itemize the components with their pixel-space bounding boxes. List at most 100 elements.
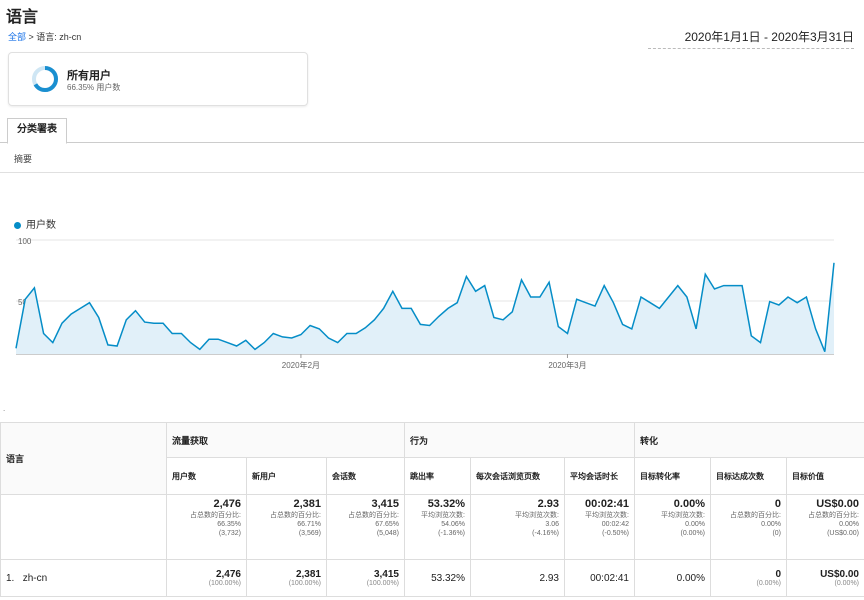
totals-note: (0): [772, 530, 781, 537]
line-chart: 100 50 2020年2月 2020年3月: [15, 237, 835, 370]
totals-cell: 2,476 占总数的百分比: 66.35% (3,732): [166, 494, 247, 560]
row-value: US$0.00: [820, 569, 859, 580]
totals-note: (3,732): [218, 530, 241, 537]
segment-name: 所有用户: [67, 70, 111, 82]
totals-note: (3,569): [298, 530, 321, 537]
tab-bar: 分类署表: [0, 118, 864, 144]
totals-note: 占总数的百分比:: [270, 512, 321, 519]
row-value: 2.93: [539, 572, 559, 584]
row-value: 53.32%: [431, 572, 465, 584]
totals-note: 66.35%: [217, 521, 241, 528]
y-tick-label-mid: 50: [18, 298, 27, 307]
totals-value: 2.93: [537, 498, 559, 510]
totals-value: 2,381: [293, 498, 321, 510]
chart-legend[interactable]: 用户数: [14, 216, 56, 231]
totals-note: 平均浏览次数:: [661, 512, 705, 519]
totals-note: (-0.50%): [602, 530, 629, 537]
x-tick-label: 2020年2月: [282, 360, 320, 370]
totals-note: 占总数的百分比:: [190, 512, 241, 519]
row-percent: (0.00%): [834, 580, 859, 587]
data-table: 语言 流量获取 行为 转化 用户数 新用户 会话数 跳出率 每次会话浏览页数 平…: [0, 422, 864, 597]
row-label-cell: 1. zh-cn: [0, 559, 167, 597]
totals-value: 0.00%: [673, 498, 705, 510]
row-cell: 0 (0.00%): [710, 559, 787, 597]
row-cell: 0.00%: [634, 559, 711, 597]
series-area: [16, 262, 834, 354]
totals-note: 00:02:42: [601, 521, 629, 528]
chart-footnote-dot: .: [3, 404, 6, 413]
row-percent: (100.00%): [288, 580, 321, 587]
totals-value: 0: [774, 498, 781, 510]
subtab-summary[interactable]: 摘要: [14, 154, 33, 164]
totals-note: 0.00%: [685, 521, 705, 528]
totals-note: 平均浏览次数:: [585, 512, 629, 519]
dimension-header[interactable]: 语言: [0, 422, 167, 495]
metric-header[interactable]: 平均会话时长: [564, 457, 635, 495]
totals-value: 00:02:41: [584, 498, 629, 510]
totals-note: 54.06%: [441, 521, 465, 528]
row-index: 1.: [6, 572, 15, 584]
totals-note: 占总数的百分比:: [730, 512, 781, 519]
totals-note: (-1.36%): [438, 530, 465, 537]
row-cell: 00:02:41: [564, 559, 635, 597]
metric-header[interactable]: 目标价值: [786, 457, 864, 495]
totals-note: (-4.16%): [532, 530, 559, 537]
row-value: 0.00%: [676, 572, 705, 584]
metric-header[interactable]: 新用户: [246, 457, 327, 495]
legend-label: 用户数: [26, 220, 56, 231]
totals-note: 3.06: [545, 521, 559, 528]
totals-note: 0.00%: [839, 521, 859, 528]
totals-note: 占总数的百分比:: [808, 512, 859, 519]
group-header-conversion: 转化: [634, 422, 864, 458]
metric-header[interactable]: 会话数: [326, 457, 405, 495]
page-title: 语言: [6, 9, 39, 26]
divider: [0, 172, 864, 173]
breadcrumb-current: > 语言: zh-cn: [26, 32, 82, 42]
x-tick-label: 2020年3月: [548, 360, 586, 370]
totals-note: (0.00%): [680, 530, 705, 537]
row-cell: 2,476 (100.00%): [166, 559, 247, 597]
row-value: 3,415: [373, 569, 399, 580]
row-cell: US$0.00 (0.00%): [786, 559, 864, 597]
row-cell: 3,415 (100.00%): [326, 559, 405, 597]
metric-header[interactable]: 目标转化率: [634, 457, 711, 495]
totals-cell: 3,415 占总数的百分比: 67.65% (5,048): [326, 494, 405, 560]
row-value: 2,381: [295, 569, 321, 580]
row-cell: 2,381 (100.00%): [246, 559, 327, 597]
totals-cell: 2.93 平均浏览次数: 3.06 (-4.16%): [470, 494, 565, 560]
totals-note: 占总数的百分比:: [348, 512, 399, 519]
tab-explorer[interactable]: 分类署表: [7, 118, 67, 144]
row-label-link[interactable]: zh-cn: [22, 572, 48, 584]
series-line: [15, 262, 835, 352]
totals-note: 66.71%: [297, 521, 321, 528]
metric-header[interactable]: 每次会话浏览页数: [470, 457, 565, 495]
totals-cell: US$0.00 占总数的百分比: 0.00% (US$0.00): [786, 494, 864, 560]
totals-note: 平均浏览次数:: [515, 512, 559, 519]
date-range-picker[interactable]: 2020年1月1日 - 2020年3月31日: [648, 26, 854, 49]
totals-cell: 00:02:41 平均浏览次数: 00:02:42 (-0.50%): [564, 494, 635, 560]
row-percent: (100.00%): [366, 580, 399, 587]
row-value: 0: [775, 569, 781, 580]
segment-percent: 66.35% 用户数: [67, 83, 121, 92]
y-tick-label-top: 100: [18, 237, 32, 246]
metric-header[interactable]: 用户数: [166, 457, 247, 495]
breadcrumb-all-link[interactable]: 全部: [8, 32, 27, 42]
row-cell: 2.93: [470, 559, 565, 597]
row-percent: (100.00%): [208, 580, 241, 587]
totals-value: 53.32%: [427, 498, 465, 510]
totals-note: 0.00%: [761, 521, 781, 528]
totals-row: 2,476 占总数的百分比: 66.35% (3,732) 2,381 占总数的百分比: 6…: [0, 494, 864, 560]
metric-header[interactable]: 目标达成次数: [710, 457, 787, 495]
totals-value: US$0.00: [816, 498, 859, 510]
table-row: 1. zh-cn 2,476 (100.00%) 2,381 (100.00%) 3,4…: [0, 559, 864, 597]
metric-header[interactable]: 跳出率: [404, 457, 471, 495]
totals-label-cell: [0, 494, 167, 560]
legend-dot-icon: [14, 221, 21, 229]
segment-card[interactable]: 所有用户 66.35% 用户数: [8, 52, 308, 106]
row-value: 00:02:41: [590, 572, 629, 584]
totals-value: 2,476: [213, 498, 241, 510]
row-percent: (0.00%): [756, 580, 781, 587]
row-cell: 53.32%: [404, 559, 471, 597]
segment-donut-icon: [32, 66, 58, 92]
totals-cell: 2,381 占总数的百分比: 66.71% (3,569): [246, 494, 327, 560]
